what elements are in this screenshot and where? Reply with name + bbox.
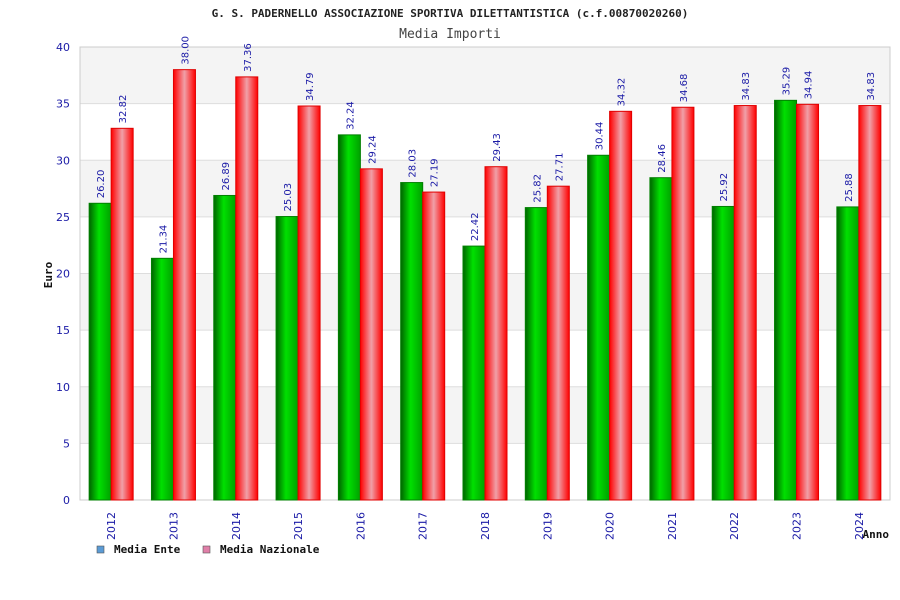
bar-nazionale	[422, 191, 446, 501]
x-tick-label: 2012	[105, 512, 118, 540]
x-tick-label: 2022	[728, 512, 741, 540]
legend-label-ente: Media Ente	[114, 543, 181, 556]
chart-title: G. S. PADERNELLO ASSOCIAZIONE SPORTIVA D…	[212, 7, 689, 20]
data-label-ente: 32.24	[345, 101, 356, 130]
data-label-nazionale: 34.94	[804, 71, 815, 100]
bar-nazionale	[671, 106, 695, 501]
x-tick-label: 2023	[791, 512, 804, 540]
data-label-ente: 22.42	[470, 212, 481, 241]
bar-ente	[587, 154, 611, 501]
data-label-nazionale: 27.19	[430, 158, 441, 187]
x-axis-label: Anno	[863, 528, 890, 541]
bar-nazionale	[858, 105, 882, 501]
bar-nazionale	[110, 127, 134, 501]
x-tick-label: 2016	[354, 512, 367, 540]
x-tick-label: 2020	[604, 512, 617, 540]
data-label-ente: 25.82	[532, 174, 543, 203]
legend-swatch-nazionale	[202, 545, 211, 554]
plot-area: 0 5 10 15 20 25 30 35 40 26.20 32.82 2012 21.34 38.00…	[56, 36, 891, 540]
data-label-nazionale: 29.43	[492, 133, 503, 162]
data-label-ente: 26.20	[96, 170, 107, 199]
data-label-nazionale: 34.83	[866, 72, 877, 101]
bar-ente	[400, 182, 424, 501]
data-label-nazionale: 27.71	[554, 153, 565, 182]
x-tick-label: 2014	[230, 512, 243, 540]
x-tick-label: 2017	[417, 512, 430, 540]
background-band	[80, 47, 890, 104]
legend: Media Ente Media Nazionale	[96, 543, 320, 556]
bar-nazionale	[359, 168, 383, 501]
data-label-ente: 35.29	[782, 67, 793, 96]
bar-ente	[711, 205, 735, 501]
data-label-nazionale: 29.24	[367, 135, 378, 164]
bar-nazionale	[546, 185, 570, 501]
x-tick-label: 2013	[167, 512, 180, 540]
bar-ente	[275, 216, 299, 501]
bar-ente	[88, 202, 112, 501]
x-tick-label: 2015	[292, 512, 305, 540]
y-tick-label: 0	[63, 494, 70, 507]
bar-ente	[462, 245, 486, 501]
bar-nazionale	[733, 105, 757, 501]
data-label-ente: 25.92	[719, 173, 730, 202]
bar-nazionale	[235, 76, 259, 501]
legend-swatch-ente	[96, 545, 105, 554]
x-tick-label: 2021	[666, 512, 679, 540]
x-tick-label: 2024	[853, 512, 866, 540]
y-tick-label: 5	[63, 437, 70, 450]
bar-ente	[524, 207, 548, 501]
data-label-ente: 25.88	[844, 173, 855, 202]
bar-ente	[774, 99, 798, 501]
bar-ente	[337, 134, 361, 501]
data-label-ente: 30.44	[595, 122, 606, 151]
data-label-nazionale: 37.36	[243, 43, 254, 72]
y-tick-label: 15	[56, 324, 70, 337]
y-tick-label: 20	[56, 268, 70, 281]
data-label-ente: 25.03	[283, 183, 294, 212]
data-label-nazionale: 34.79	[305, 72, 316, 101]
y-tick-label: 25	[56, 211, 70, 224]
x-tick-label: 2019	[541, 512, 554, 540]
chart-subtitle: Media Importi	[399, 27, 501, 42]
y-axis-label: Euro	[42, 261, 55, 288]
x-tick-label: 2018	[479, 512, 492, 540]
data-label-nazionale: 32.82	[118, 95, 129, 124]
bar-nazionale	[484, 166, 508, 501]
y-tick-label: 35	[56, 98, 70, 111]
y-tick-label: 30	[56, 154, 70, 167]
bar-ente	[213, 194, 237, 501]
bar-nazionale	[796, 103, 820, 501]
bar-ente	[150, 257, 174, 501]
bar-ente	[836, 206, 860, 501]
data-label-ente: 28.03	[408, 149, 419, 178]
background-band	[80, 103, 890, 161]
data-label-nazionale: 34.32	[617, 78, 628, 107]
data-label-ente: 21.34	[158, 225, 169, 254]
data-label-nazionale: 38.00	[180, 36, 191, 65]
legend-label-nazionale: Media Nazionale	[220, 543, 320, 556]
y-tick-label: 10	[56, 381, 70, 394]
data-label-ente: 28.46	[657, 144, 668, 173]
data-label-nazionale: 34.83	[741, 72, 752, 101]
y-tick-label: 40	[56, 41, 70, 54]
data-label-nazionale: 34.68	[679, 74, 690, 103]
bar-nazionale	[609, 110, 633, 501]
bar-nazionale	[297, 105, 321, 501]
data-label-ente: 26.89	[221, 162, 232, 191]
bar-ente	[649, 177, 673, 501]
bar-nazionale	[172, 69, 196, 501]
